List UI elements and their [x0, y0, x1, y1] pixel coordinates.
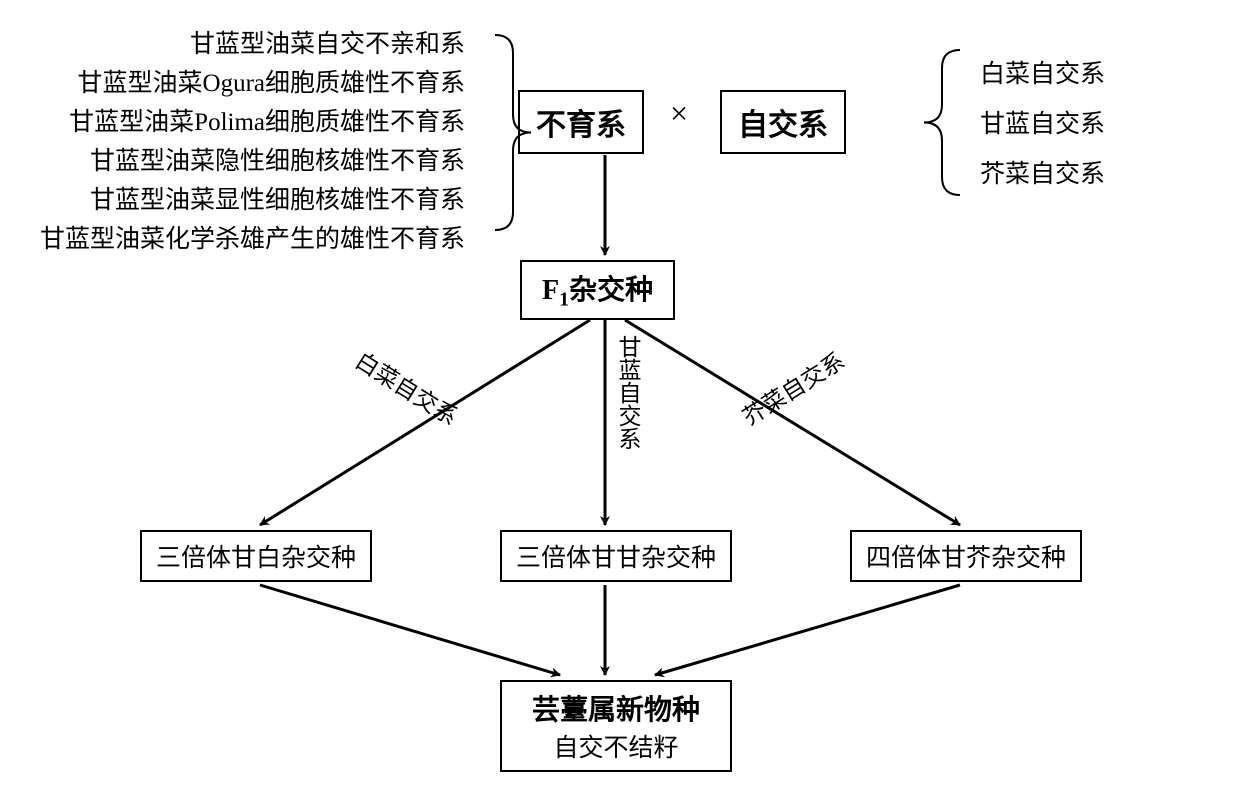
triploid-hybrid-2-box: 三倍体甘甘杂交种 — [500, 530, 732, 582]
cross-symbol: × — [670, 95, 688, 132]
sterile-line-box: 不育系 — [518, 90, 644, 154]
inbred-line-list: 白菜自交系 甘蓝自交系 芥菜自交系 — [980, 50, 1105, 200]
f1-suffix: 杂交种 — [569, 275, 653, 306]
list-item: 甘蓝型油菜化学杀雄产生的雄性不育系 — [40, 220, 465, 259]
list-item: 甘蓝自交系 — [980, 100, 1105, 150]
new-species-box: 芸薹属新物种 自交不结籽 — [500, 680, 732, 772]
edge-label-right: 芥菜自交系 — [735, 342, 851, 432]
diagram-container: 甘蓝型油菜自交不亲和系 甘蓝型油菜Ogura细胞质雄性不育系 甘蓝型油菜Poli… — [0, 0, 1240, 792]
list-item: 甘蓝型油菜Polima细胞质雄性不育系 — [40, 103, 465, 142]
f1-prefix: F — [542, 275, 559, 306]
list-item: 白菜自交系 — [980, 50, 1105, 100]
list-item: 甘蓝型油菜隐性细胞核雄性不育系 — [40, 142, 465, 181]
final-title: 芸薹属新物种 — [532, 688, 700, 728]
list-item: 甘蓝型油菜Ogura细胞质雄性不育系 — [40, 64, 465, 103]
list-item: 芥菜自交系 — [980, 150, 1105, 200]
edge-label-left: 白菜自交系 — [350, 342, 466, 432]
edge-label-mid: 甘蓝自交系 — [610, 335, 644, 450]
list-item: 甘蓝型油菜自交不亲和系 — [40, 25, 465, 64]
f1-subscript: 1 — [559, 289, 569, 311]
triploid-hybrid-1-box: 三倍体甘白杂交种 — [140, 530, 372, 582]
sterile-line-list: 甘蓝型油菜自交不亲和系 甘蓝型油菜Ogura细胞质雄性不育系 甘蓝型油菜Poli… — [40, 25, 465, 259]
list-item: 甘蓝型油菜显性细胞核雄性不育系 — [40, 181, 465, 220]
final-subtitle: 自交不结籽 — [532, 728, 700, 764]
inbred-line-box: 自交系 — [720, 90, 846, 154]
f1-hybrid-box: F1杂交种 — [520, 260, 675, 320]
tetraploid-hybrid-box: 四倍体甘芥杂交种 — [850, 530, 1082, 582]
